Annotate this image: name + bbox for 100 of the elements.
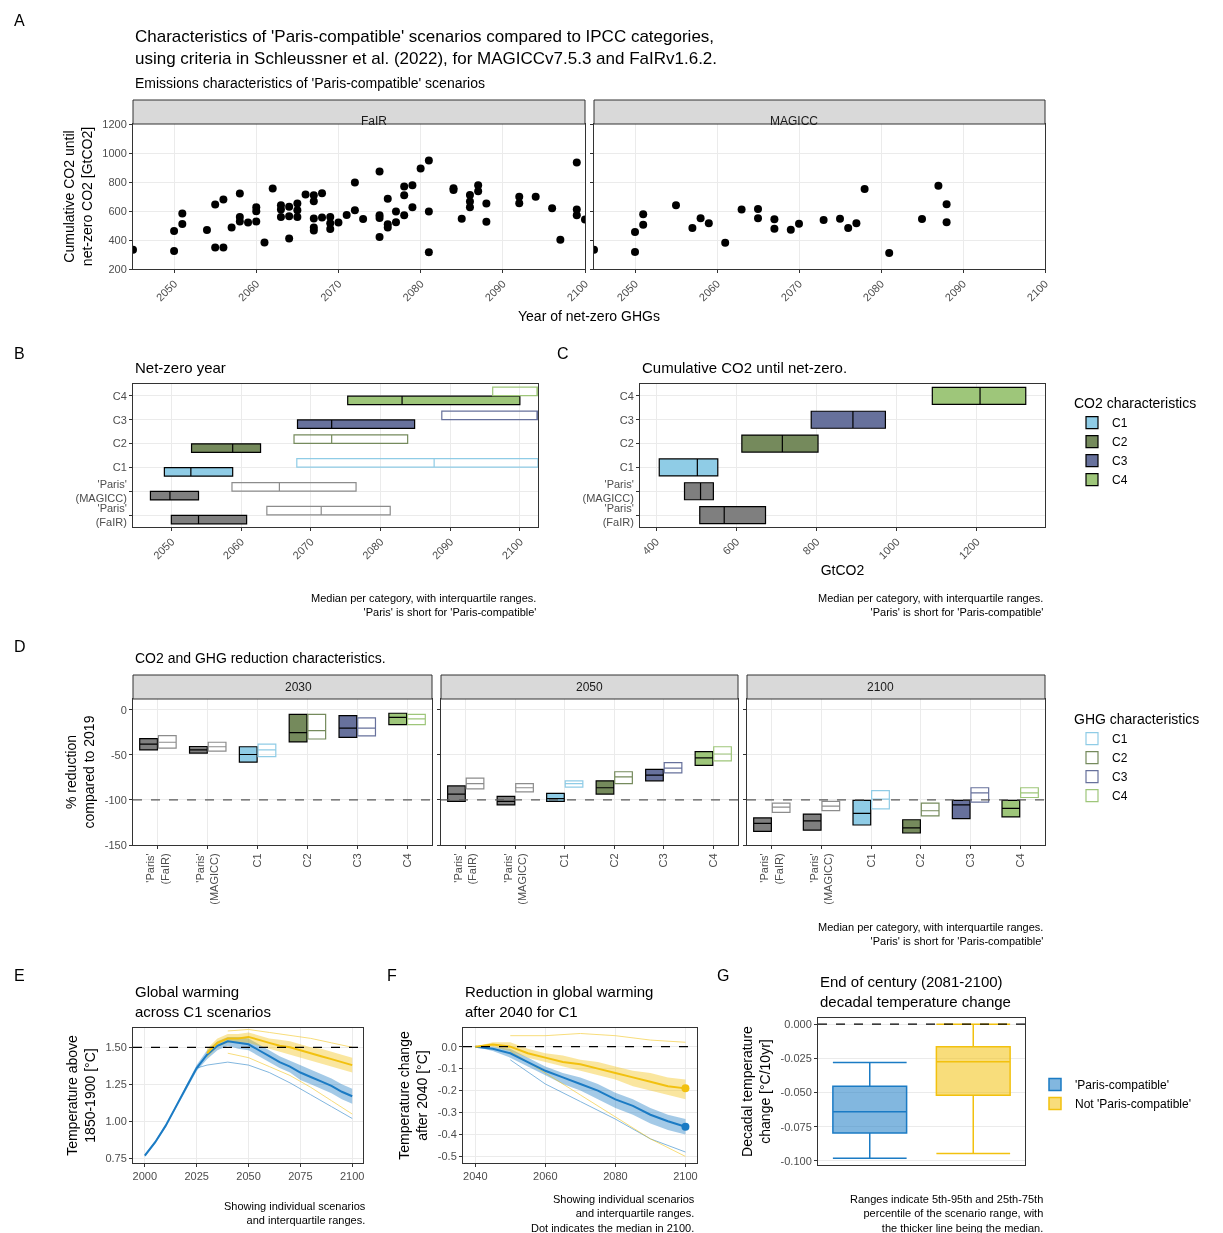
y-tick-label: 1200	[102, 117, 127, 130]
y-tick-label: -0.025	[780, 1052, 812, 1065]
legend-label: Not 'Paris-compatible'	[1075, 1097, 1191, 1112]
x-tick-label: 'Paris' (MAGICC)	[194, 853, 221, 905]
y-tick-label: 1.50	[105, 1041, 127, 1054]
y-axis-title: Temperature above 1850-1900 [°C]	[63, 1034, 98, 1156]
legend-label: C1	[1112, 416, 1128, 431]
y-tick-label: C1	[619, 461, 634, 474]
y-tick-label: 0.75	[105, 1152, 127, 1165]
text: C	[557, 345, 569, 362]
x-tick-label: C2	[914, 853, 927, 868]
text: B	[14, 345, 25, 362]
x-tick-label: C3	[964, 853, 977, 868]
y-tick-label: -0.100	[780, 1154, 812, 1167]
text: Showing individual scenarios and interquartile ranges. Dot indicates the median in 2100.	[531, 1193, 695, 1233]
y-tick-label: C4	[112, 389, 127, 402]
y-axis-title: Decadal temperature change [°C/10yr]	[739, 1025, 774, 1157]
y-tick-label: -100	[104, 793, 127, 806]
y-axis-title: Temperature change after 2040 [°C]	[396, 1031, 431, 1160]
legend-title: CO2 characteristics	[1074, 395, 1197, 412]
y-tick-label: 0	[120, 703, 127, 716]
x-tick-label: 400	[639, 535, 662, 557]
text: Median per category, with interquartile ranges. 'Paris' is short for 'Paris-compatible'	[311, 592, 537, 619]
x-tick-label: C4	[706, 853, 719, 868]
x-tick-label: 2060	[533, 1170, 558, 1183]
y-axis-title: % reduction compared to 2019	[63, 715, 98, 829]
y-tick-label: C4	[619, 389, 634, 402]
x-tick-label: C1	[251, 853, 264, 868]
x-tick-label: 2040	[463, 1170, 488, 1183]
text: D	[14, 638, 26, 655]
y-tick-label: 1.00	[105, 1115, 127, 1128]
x-tick-label: 2025	[184, 1170, 209, 1183]
y-tick-label: 1.25	[105, 1078, 127, 1091]
y-tick-label: C2	[619, 437, 634, 450]
chart-title: Global warming across C1 scenarios	[135, 983, 271, 1020]
y-tick-label: -0.050	[780, 1086, 812, 1099]
x-tick-label: 'Paris' (MAGICC)	[501, 853, 528, 905]
y-tick-label: C2	[112, 437, 127, 450]
x-tick-label: C2	[301, 853, 313, 868]
x-tick-label: C4	[1013, 853, 1026, 868]
y-tick-label: -0.1	[437, 1062, 457, 1075]
chart-title: Net-zero year	[135, 359, 226, 376]
y-tick-label: -0.2	[437, 1084, 457, 1097]
text: Ranges indicate 5th-95th and 25th-75th percentile of the scenario range, with the thicker line being the median.	[850, 1193, 1044, 1233]
x-tick-label: 2000	[132, 1170, 158, 1183]
x-tick-label: 2100	[673, 1170, 698, 1183]
y-tick-label: 0.0	[441, 1040, 457, 1053]
y-tick-label: -0.3	[437, 1106, 457, 1119]
x-axis-title: GtCO2	[820, 561, 865, 578]
x-tick-label: C3	[657, 853, 670, 868]
text: A	[14, 12, 25, 29]
y-tick-label: -150	[104, 838, 127, 851]
y-tick-label: 200	[108, 262, 127, 275]
text: Showing individual scenarios and interquartile ranges.	[224, 1200, 366, 1227]
text: G	[717, 967, 730, 984]
chart-title: FaIR	[361, 114, 388, 128]
chart-title: MAGICC	[770, 114, 819, 128]
legend-label: C3	[1112, 454, 1128, 469]
y-tick-label: -0.4	[437, 1128, 457, 1141]
y-tick-label: -0.075	[780, 1120, 812, 1133]
y-tick-label: C3	[619, 413, 634, 426]
legend-label: C1	[1112, 732, 1128, 747]
x-tick-label: 600	[720, 535, 742, 557]
legend-label: C2	[1112, 435, 1128, 450]
y-tick-label: -0.5	[437, 1150, 457, 1163]
legend-title: GHG characteristics	[1074, 711, 1200, 728]
legend-label: C2	[1112, 751, 1128, 766]
y-tick-label: C1	[112, 461, 127, 474]
x-tick-label: C1	[864, 853, 877, 868]
y-tick-label: -50	[110, 748, 127, 761]
y-tick-label: 400	[108, 233, 127, 246]
legend-label: C4	[1112, 789, 1128, 804]
x-tick-label: 2100	[339, 1170, 365, 1183]
text: Emissions characteristics of 'Paris-compatible' scenarios	[135, 75, 486, 91]
chart-title: Reduction in global warming after 2040 for C1	[465, 983, 654, 1020]
legend-label: C3	[1112, 770, 1128, 785]
chart-title: End of century (2081-2100) decadal temperature change	[820, 973, 1011, 1010]
x-tick-label: 'Paris' (FaIR)	[758, 853, 785, 885]
x-tick-label: 2050	[236, 1170, 261, 1183]
x-tick-label: 2075	[288, 1170, 313, 1183]
y-tick-label: 600	[108, 204, 127, 217]
text: Median per category, with interquartile ranges. 'Paris' is short for 'Paris-compatible'	[818, 921, 1044, 948]
x-tick-label: C3	[350, 853, 363, 868]
text: E	[14, 967, 25, 984]
text: F	[387, 967, 397, 984]
x-axis-title: Year of net-zero GHGs	[518, 308, 660, 324]
text: CO2 and GHG reduction characteristics.	[135, 650, 386, 666]
chart-title: 2050	[576, 680, 604, 694]
y-tick-label: 1000	[102, 146, 127, 159]
chart-title: Cumulative CO2 until net-zero.	[642, 359, 848, 376]
x-tick-label: 2080	[603, 1170, 628, 1183]
text: Median per category, with interquartile ranges. 'Paris' is short for 'Paris-compatible'	[818, 592, 1044, 619]
x-tick-label: 'Paris' (FaIR)	[144, 853, 171, 885]
x-tick-label: C1	[558, 853, 571, 868]
y-tick-label: C3	[112, 413, 127, 426]
y-axis-title: Cumulative CO2 until net-zero CO2 [GtCO2]	[60, 126, 95, 267]
y-tick-label: 800	[108, 175, 127, 188]
text: Characteristics of 'Paris-compatible' scenarios compared to IPCC categories, using criteria in Schleussner et al. (2022), for MAGICCv7.5.3 and FaIRv1.6.2.	[135, 27, 718, 69]
y-tick-label: 0.000	[784, 1018, 812, 1030]
legend-label: C4	[1112, 473, 1128, 488]
